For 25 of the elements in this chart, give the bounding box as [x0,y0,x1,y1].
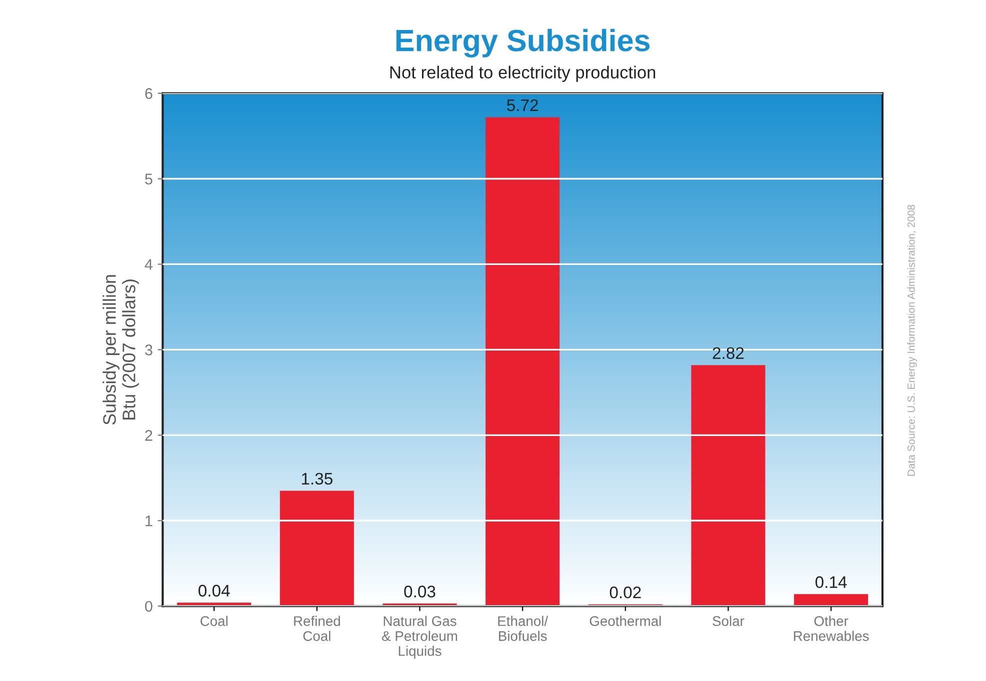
data-label: 5.72 [507,99,538,112]
source-note: Data Source: U.S. Energy Information Administration, 2008 [907,204,917,476]
x-tick-label: Natural Gas & Petroleum Liquids [382,616,458,659]
y-tick-label: 2 [145,430,152,441]
data-label: 0.03 [404,586,436,598]
x-tick-label: Other Renewables [794,616,869,641]
data-label: 1.35 [302,472,332,485]
data-label: 0.02 [610,586,641,598]
y-tick-label: 0 [145,600,152,612]
chart-title: Energy Subsidies [396,28,650,58]
y-tick-label: 1 [146,516,152,526]
x-tick-label: Solar [712,616,744,626]
y-tick-label: 3 [145,344,152,356]
data-label: 2.82 [712,347,744,360]
x-tick-label: Ethanol/ Biofuels [498,616,548,641]
x-tick-label: Geothermal [590,616,661,626]
y-tick-label: 4 [144,259,153,270]
x-tick-label: Coal [200,616,228,626]
y-tick-label: 5 [145,174,152,184]
chart-subtitle: Not related to electricity production [390,66,656,82]
y-axis-title: Subsidy per million Btu (2007 dollars) [102,275,139,425]
y-tick-label: 6 [145,88,152,99]
data-label: 0.04 [198,584,230,597]
data-label: 0.14 [815,576,847,588]
x-tick-label: Refined Coal [294,616,340,641]
